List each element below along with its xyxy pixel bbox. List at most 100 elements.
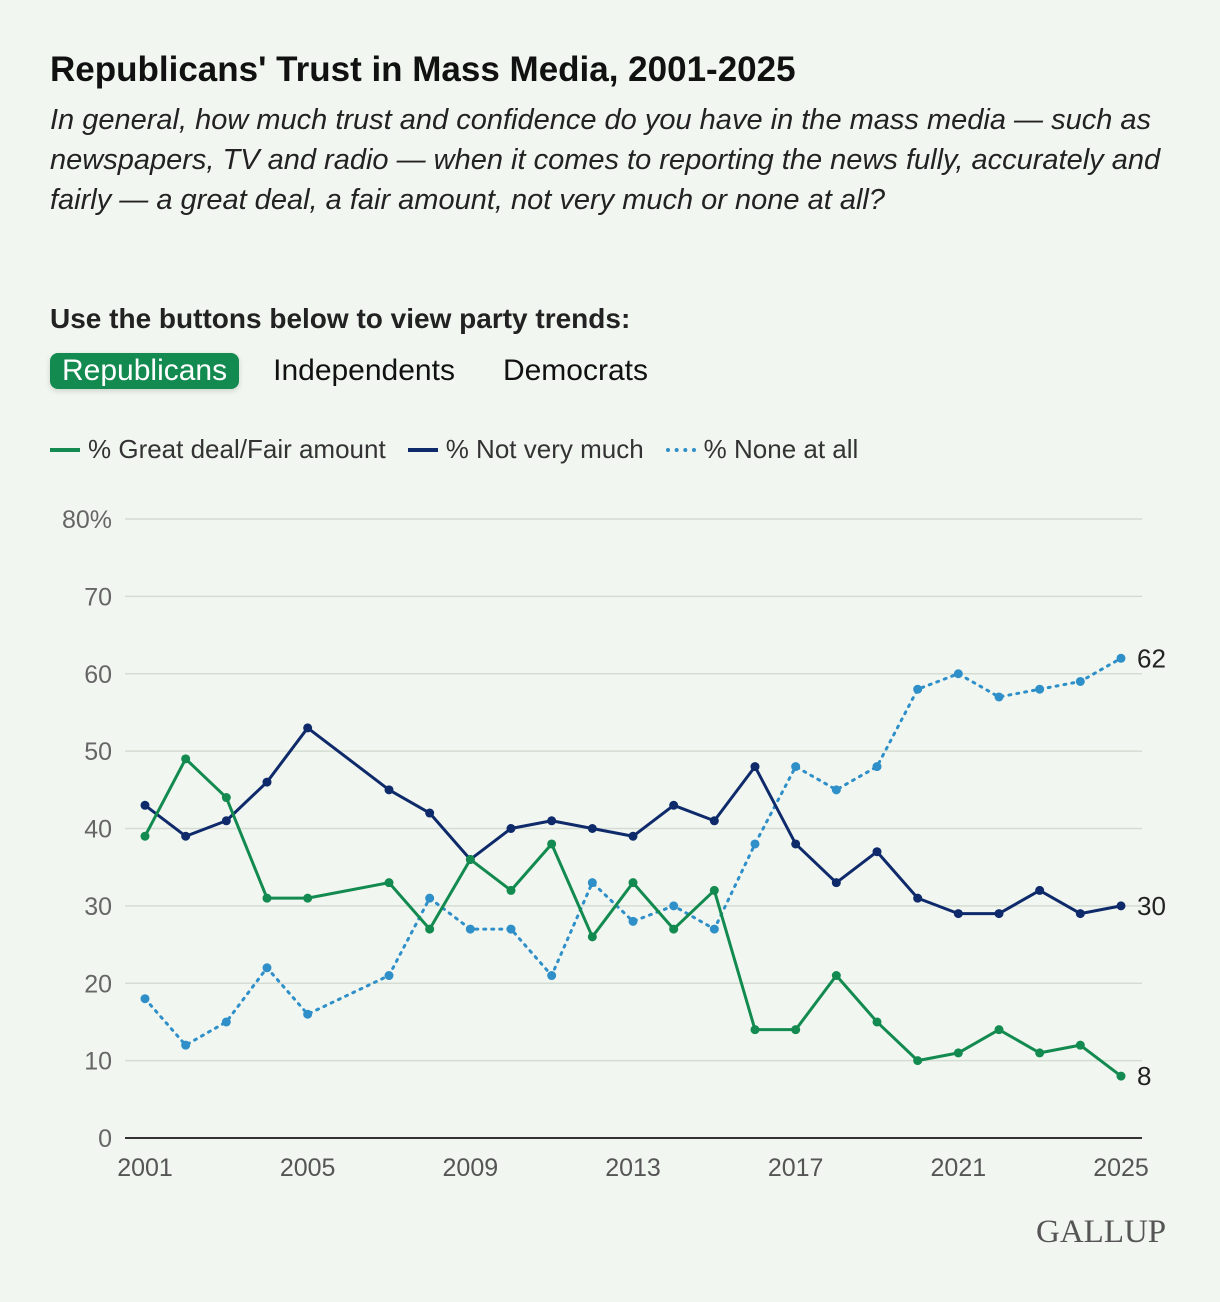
- data-point: [221, 1017, 231, 1027]
- data-point: [140, 800, 150, 810]
- data-point: [425, 924, 435, 934]
- republicans-button[interactable]: Republicans: [50, 353, 240, 389]
- x-tick-label: 2017: [768, 1154, 824, 1182]
- data-point: [587, 932, 597, 942]
- data-point: [547, 971, 557, 981]
- data-point: [709, 924, 719, 934]
- data-point: [303, 723, 313, 733]
- y-tick-label: 10: [84, 1048, 112, 1076]
- data-point: [750, 1025, 760, 1035]
- series-line: [144, 726, 1122, 916]
- data-point: [587, 824, 597, 833]
- data-point: [1035, 1048, 1045, 1058]
- data-point: [750, 762, 760, 772]
- data-point: [384, 971, 394, 981]
- legend-item-not-very-much: % Not very much: [407, 434, 644, 465]
- y-tick-label: 50: [84, 738, 112, 766]
- data-point: [547, 816, 557, 826]
- legend: % Great deal/Fair amount % Not very much…: [50, 434, 858, 465]
- data-point: [262, 893, 272, 903]
- x-tick-label: 2021: [931, 1154, 987, 1182]
- data-point: [181, 754, 191, 764]
- x-tick-label: 2005: [280, 1154, 336, 1182]
- button-prompt: Use the buttons below to view party tren…: [50, 303, 631, 334]
- data-point: [791, 839, 801, 849]
- data-point: [1116, 1071, 1126, 1081]
- data-point: [1035, 684, 1045, 694]
- end-label: 30: [1137, 891, 1166, 921]
- y-tick-label: 70: [84, 583, 112, 611]
- data-point: [628, 831, 638, 841]
- data-point: [181, 1040, 191, 1050]
- data-point: [1116, 653, 1126, 663]
- data-point: [831, 971, 841, 981]
- y-tick-label: 20: [84, 970, 112, 998]
- data-point: [262, 963, 272, 973]
- x-tick-label: 2013: [605, 1154, 661, 1182]
- data-point: [872, 847, 882, 857]
- data-point: [547, 839, 557, 849]
- independents-button[interactable]: Independents: [273, 354, 455, 387]
- data-point: [262, 777, 272, 787]
- data-point: [181, 831, 191, 841]
- data-point: [913, 684, 923, 694]
- democrats-button[interactable]: Democrats: [502, 354, 648, 387]
- data-point: [669, 901, 679, 911]
- x-tick-label: 2009: [443, 1154, 499, 1182]
- data-point: [1075, 676, 1085, 686]
- legend-item-none-at-all: % None at all: [665, 434, 858, 465]
- data-point: [506, 924, 516, 934]
- legend-label: % Not very much: [445, 434, 644, 464]
- data-point: [953, 909, 963, 919]
- data-point: [953, 669, 963, 679]
- data-point: [1035, 885, 1045, 895]
- data-point: [303, 893, 313, 903]
- data-point: [221, 793, 231, 803]
- data-point: [425, 893, 435, 903]
- gallup-logo: GALLUP: [1036, 1214, 1167, 1250]
- data-point: [791, 762, 801, 772]
- data-point: [831, 878, 841, 888]
- data-point: [709, 885, 719, 895]
- y-tick-label: 30: [84, 893, 112, 921]
- data-point: [384, 785, 394, 795]
- data-point: [669, 800, 679, 810]
- legend-item-great-deal: % Great deal/Fair amount: [50, 434, 386, 465]
- data-point: [628, 916, 638, 926]
- x-tick-label: 2001: [117, 1154, 173, 1182]
- x-tick-label: 2025: [1093, 1154, 1149, 1182]
- chart-subtitle: In general, how much trust and confidenc…: [50, 104, 1161, 216]
- data-point: [140, 994, 150, 1004]
- y-tick-label: 60: [84, 661, 112, 689]
- legend-swatch: [50, 447, 80, 452]
- data-point: [709, 816, 719, 826]
- data-point: [1075, 909, 1085, 919]
- data-point: [913, 893, 923, 903]
- legend-swatch: [665, 447, 696, 452]
- data-point: [384, 878, 394, 888]
- data-point: [872, 1017, 882, 1027]
- data-point: [1075, 1040, 1085, 1050]
- data-point: [953, 1048, 963, 1058]
- data-point: [1116, 901, 1126, 911]
- data-point: [994, 1025, 1004, 1035]
- data-point: [994, 692, 1004, 702]
- y-tick-label: 0: [98, 1125, 112, 1153]
- data-point: [140, 831, 150, 841]
- legend-swatch: [407, 447, 438, 452]
- data-point: [791, 1025, 801, 1035]
- data-point: [506, 885, 516, 895]
- data-point: [465, 924, 475, 934]
- end-label: 62: [1137, 643, 1166, 673]
- chart-title: Republicans' Trust in Mass Media, 2001-2…: [50, 50, 796, 89]
- data-point: [831, 785, 841, 795]
- data-point: [506, 824, 516, 833]
- data-point: [872, 762, 882, 772]
- data-point: [465, 854, 475, 864]
- y-tick-label: 80%: [62, 506, 112, 534]
- series-line: [143, 656, 1123, 1047]
- data-point: [669, 924, 679, 934]
- party-buttons: Republicans Independents Democrats: [50, 353, 660, 389]
- data-point: [913, 1056, 923, 1066]
